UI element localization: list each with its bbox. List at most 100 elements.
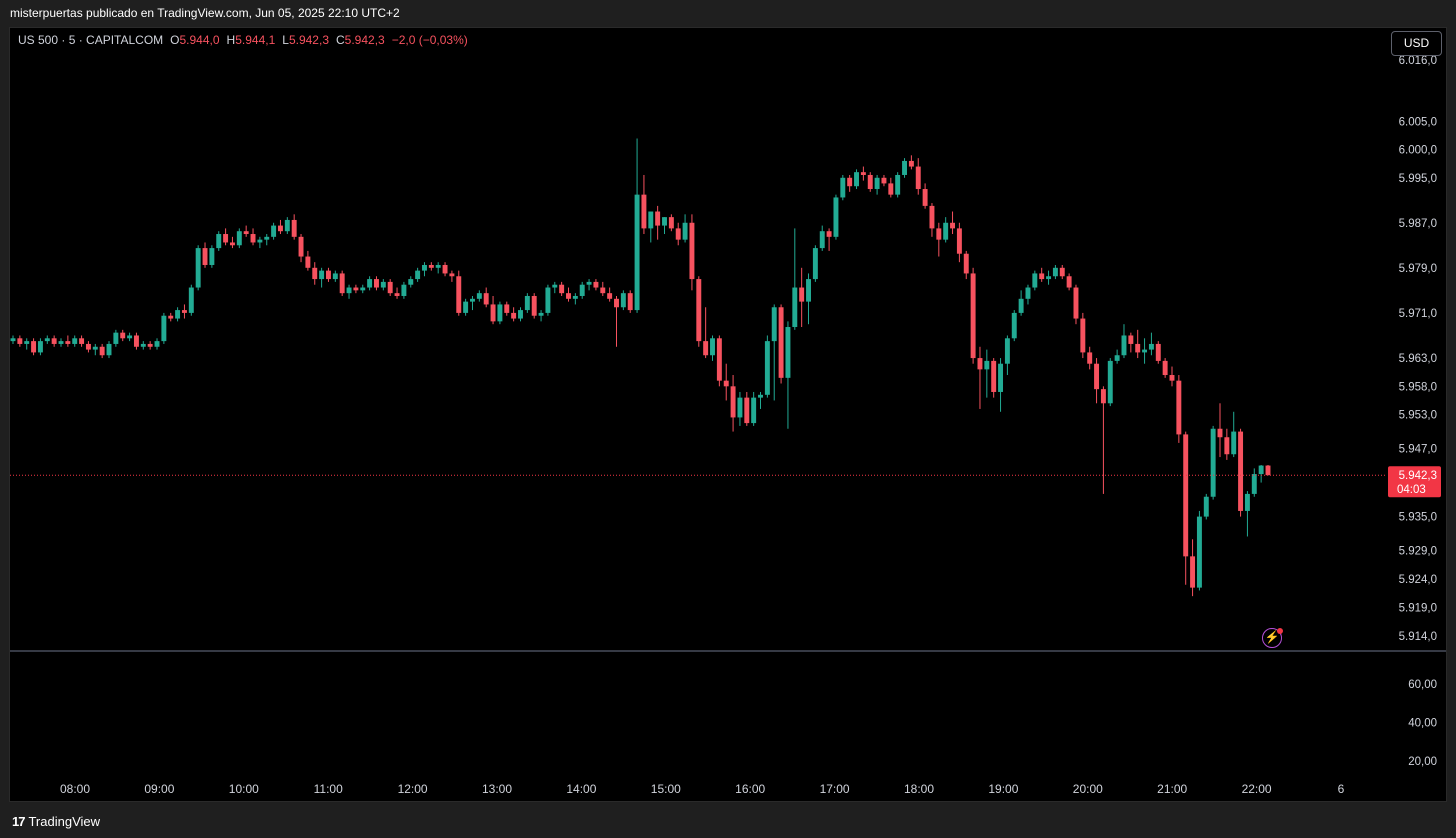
candle (840, 174, 846, 201)
candle-body (24, 341, 30, 344)
symbol-legend: US 500 · 5 · CAPITALCOM O 5.944,0 H 5.944,… (18, 33, 475, 47)
candle-body (593, 281, 599, 288)
candle (312, 262, 318, 285)
candle (85, 341, 91, 353)
time-tick-label: 22:00 (1242, 782, 1272, 796)
candle (977, 346, 983, 409)
candle-body (120, 332, 126, 339)
candle (113, 329, 119, 347)
candle-body (696, 279, 702, 342)
candle-body (229, 242, 235, 246)
price-tag-countdown: 04:03 (1397, 484, 1426, 496)
candle (607, 287, 613, 302)
candle (325, 267, 331, 282)
candle (264, 234, 270, 246)
candle-body (1087, 352, 1093, 364)
candle-body (58, 341, 64, 344)
candle (175, 307, 181, 322)
candle-body (1121, 335, 1127, 356)
candle (950, 211, 956, 235)
candle-body (435, 264, 441, 268)
candle-body (490, 304, 496, 322)
candle-body (1018, 298, 1024, 313)
lightning-icon[interactable]: ⚡ (1262, 628, 1282, 648)
candle-body (874, 177, 880, 190)
candle-body (710, 338, 715, 356)
candle (991, 358, 997, 398)
candle-body (1176, 380, 1182, 435)
candle-body (620, 293, 626, 308)
candle (511, 307, 517, 322)
tradingview-logo[interactable]: 17 TradingView (12, 814, 100, 829)
candle-body (291, 219, 297, 237)
candle-body (867, 174, 873, 190)
candle-body (730, 386, 736, 418)
candle (566, 287, 571, 302)
candle (1203, 493, 1209, 520)
candle (1128, 332, 1134, 353)
candle (236, 228, 242, 249)
current-price-tag: 5.942,3 04:03 (1388, 466, 1441, 498)
indicator-axis[interactable]: 60,00 40,00 20,00 (1408, 679, 1437, 768)
currency-button[interactable]: USD (1391, 31, 1442, 56)
candle-body (998, 363, 1004, 392)
candle-body (751, 397, 757, 424)
candle-body (497, 304, 503, 322)
candle (895, 172, 901, 198)
candle (662, 217, 667, 235)
candle (1135, 329, 1141, 359)
candle-body (449, 273, 455, 277)
candle (559, 281, 565, 296)
candle-body (778, 307, 784, 378)
candle (470, 295, 475, 311)
time-tick-label: 12:00 (398, 782, 428, 796)
candle (668, 214, 674, 232)
candle (271, 222, 277, 240)
candle-body (133, 335, 139, 347)
candle-body (85, 343, 91, 350)
candle (1155, 341, 1161, 364)
candle (422, 262, 427, 277)
candle-body (1238, 431, 1244, 511)
candle-body (1258, 465, 1264, 475)
candle (751, 391, 757, 426)
candle (1004, 335, 1010, 376)
candle-body (1011, 312, 1017, 339)
candle-body (531, 295, 537, 316)
price-axis[interactable]: 6.016,0 6.005,0 6.000,0 5.995,0 5.987,0 5.979… (1399, 55, 1437, 643)
candlestick-chart[interactable]: 6.016,0 6.005,0 6.000,0 5.995,0 5.987,0 5.979… (0, 0, 1456, 803)
candle-body (1080, 318, 1086, 353)
candle-body (374, 279, 379, 288)
chart-pane[interactable] (9, 27, 1447, 802)
candle (284, 217, 290, 235)
candle (799, 267, 805, 328)
price-tick-label: 5.929,0 (1399, 546, 1437, 558)
candle (127, 332, 133, 342)
candle (524, 293, 530, 313)
candle-body (744, 397, 750, 424)
candle-body (154, 341, 160, 347)
candle (44, 335, 50, 344)
candle-body (1251, 474, 1257, 494)
candle (360, 284, 366, 294)
candle (1059, 264, 1065, 280)
candle-body (991, 360, 997, 392)
candle (572, 293, 578, 305)
price-tag-value: 5.942,3 (1399, 470, 1437, 482)
candle (72, 335, 78, 347)
legend-symbol[interactable]: US 500 · 5 · CAPITALCOM (18, 33, 164, 47)
candle (1018, 290, 1024, 316)
candle (586, 279, 592, 291)
candle (147, 341, 153, 350)
candle (634, 138, 640, 313)
legend-low-label: L (282, 33, 289, 47)
candle-body (72, 338, 78, 344)
candle (339, 270, 345, 296)
candle-body (380, 281, 386, 288)
candle (758, 391, 763, 409)
candle (614, 295, 619, 347)
candle-body (703, 341, 709, 356)
candle (730, 375, 736, 432)
candle (24, 338, 30, 350)
time-axis[interactable]: 08:00 09:00 10:00 11:00 12:00 13:00 14:00 15:00… (60, 782, 1345, 796)
